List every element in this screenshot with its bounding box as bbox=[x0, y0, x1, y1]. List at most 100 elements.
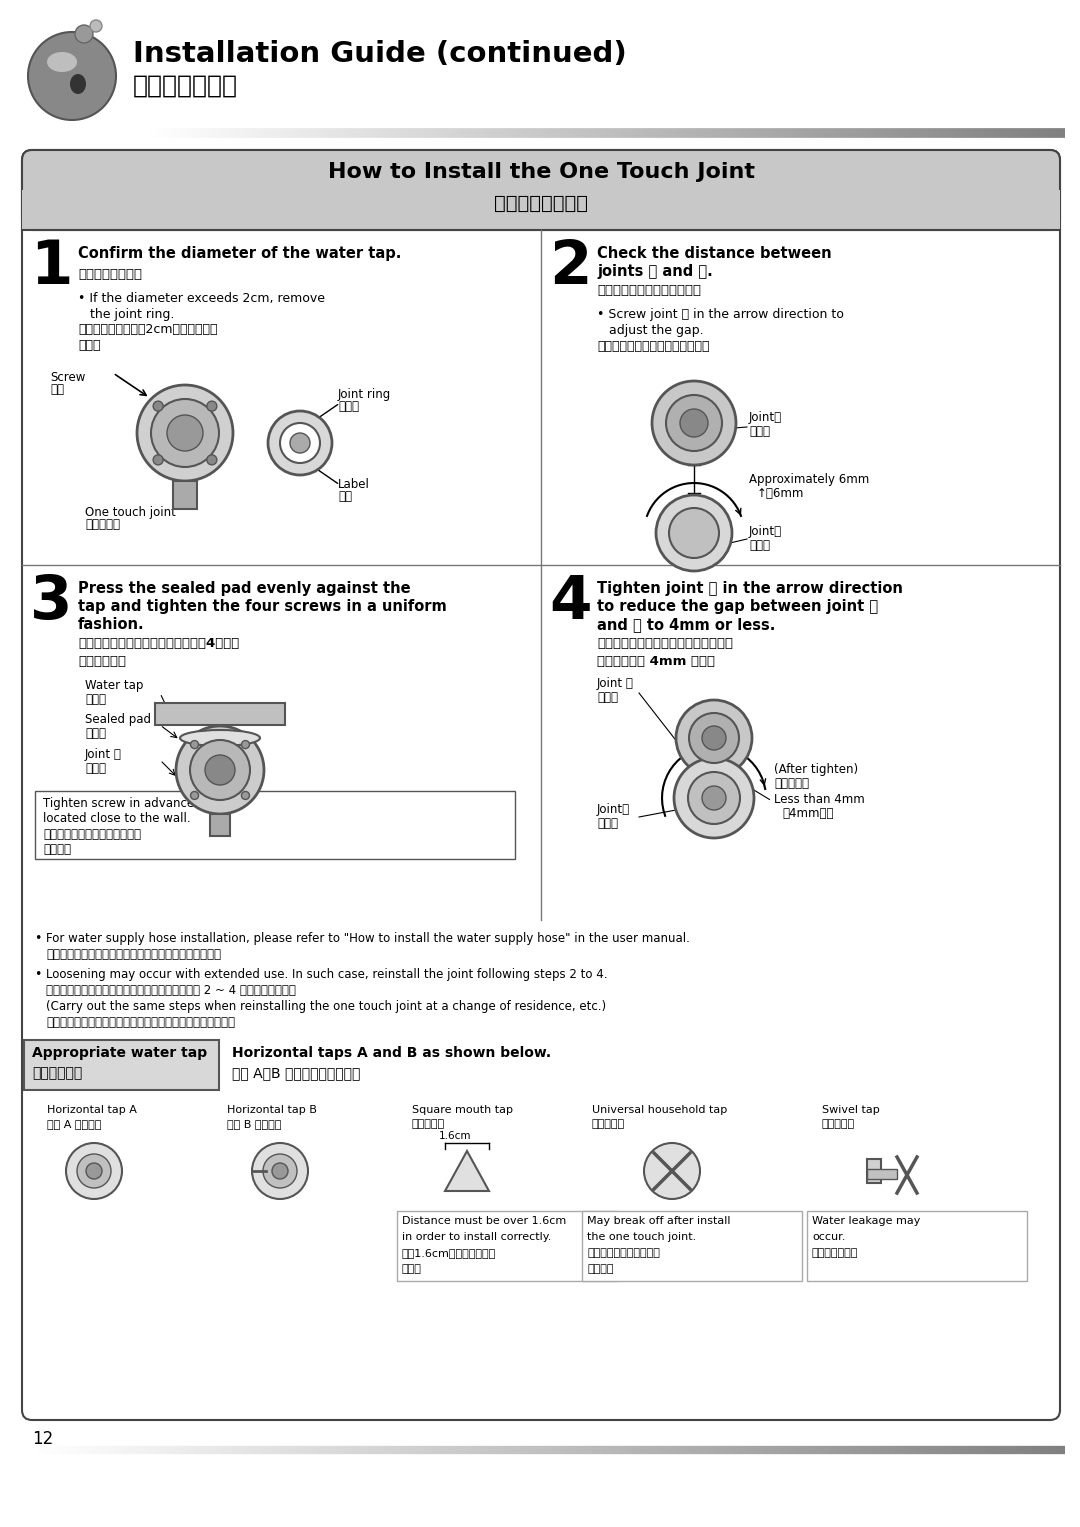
Text: 萬能水龍頭: 萬能水龍頭 bbox=[592, 1119, 625, 1128]
Text: 接頭Ⓑ: 接頭Ⓑ bbox=[85, 762, 106, 776]
Text: Distance must be over 1.6cm: Distance must be over 1.6cm bbox=[402, 1215, 566, 1226]
Text: 橫式 A、B 型水龍頭最為適宜。: 橫式 A、B 型水龍頭最為適宜。 bbox=[232, 1066, 361, 1080]
Text: 便捧連接器安裝後，可能: 便捧連接器安裝後，可能 bbox=[588, 1248, 660, 1258]
Text: （擰緊後）: （擰緊後） bbox=[774, 777, 809, 789]
Text: 便捧連接器: 便捧連接器 bbox=[85, 518, 120, 531]
Text: Joint Ⓑ: Joint Ⓑ bbox=[85, 748, 122, 760]
Text: Press the sealed pad evenly against the: Press the sealed pad evenly against the bbox=[78, 580, 410, 596]
Text: 若焃1.6cm以上的距離無法: 若焃1.6cm以上的距離無法 bbox=[402, 1248, 496, 1258]
Text: Installation Guide (continued): Installation Guide (continued) bbox=[133, 40, 626, 69]
Circle shape bbox=[167, 415, 203, 450]
Text: 靠近牆壁的螺釘，可預先用手搐: 靠近牆壁的螺釘，可預先用手搐 bbox=[43, 828, 141, 841]
Text: •: • bbox=[33, 968, 41, 980]
Bar bbox=[22, 189, 1059, 231]
Text: Joint ring: Joint ring bbox=[338, 388, 391, 402]
Circle shape bbox=[656, 495, 732, 571]
Text: 會脹落。: 會脹落。 bbox=[588, 1264, 613, 1274]
Text: 紏4mm以下: 紏4mm以下 bbox=[782, 806, 834, 820]
Ellipse shape bbox=[180, 730, 260, 747]
Text: 安裝指南（續）: 安裝指南（續） bbox=[133, 73, 238, 98]
Circle shape bbox=[176, 725, 264, 814]
Text: the joint ring.: the joint ring. bbox=[90, 308, 174, 321]
Bar bbox=[24, 1040, 219, 1090]
Text: Less than 4mm: Less than 4mm bbox=[774, 793, 865, 806]
Text: (Carry out the same steps when reinstalling the one touch joint at a change of r: (Carry out the same steps when reinstall… bbox=[46, 1000, 606, 1012]
Text: 螺釘: 螺釘 bbox=[50, 383, 64, 395]
Text: 標貼: 標貼 bbox=[338, 490, 352, 502]
Circle shape bbox=[688, 773, 740, 825]
Text: 水龍頭: 水龍頭 bbox=[85, 693, 106, 705]
Text: 接頭Ⓐ: 接頭Ⓐ bbox=[750, 425, 770, 438]
Circle shape bbox=[66, 1144, 122, 1199]
Text: Check the distance between: Check the distance between bbox=[597, 246, 832, 261]
Text: Joint Ⓐ: Joint Ⓐ bbox=[597, 676, 634, 690]
Circle shape bbox=[676, 699, 752, 776]
Text: 連接環: 連接環 bbox=[338, 400, 359, 412]
Circle shape bbox=[190, 791, 199, 800]
Circle shape bbox=[190, 741, 249, 800]
Text: 接頭Ⓐ: 接頭Ⓐ bbox=[597, 692, 618, 704]
Text: 接頭Ⓑ: 接頭Ⓑ bbox=[750, 539, 770, 551]
Text: 適用的水龍頭: 適用的水龍頭 bbox=[32, 1066, 82, 1080]
Text: Screw: Screw bbox=[50, 371, 85, 383]
Circle shape bbox=[291, 434, 310, 454]
Text: JointⒷ: JointⒷ bbox=[597, 803, 630, 815]
Text: Square mouth tap: Square mouth tap bbox=[411, 1106, 513, 1115]
Text: 供水管的安裝參閱使用說明書中「供水管的安裝」一章。: 供水管的安裝參閱使用說明書中「供水管的安裝」一章。 bbox=[46, 948, 221, 960]
Circle shape bbox=[652, 382, 735, 466]
Text: the one touch joint.: the one touch joint. bbox=[588, 1232, 697, 1241]
Text: JointⒷ: JointⒷ bbox=[750, 525, 782, 538]
Circle shape bbox=[669, 508, 719, 557]
Text: Appropriate water tap: Appropriate water tap bbox=[32, 1046, 207, 1060]
Text: Tighten screw in advance if it is: Tighten screw in advance if it is bbox=[43, 797, 230, 809]
Circle shape bbox=[666, 395, 723, 450]
Text: 4: 4 bbox=[549, 573, 592, 632]
Text: 有可能會漏水。: 有可能會漏水。 bbox=[812, 1248, 859, 1258]
Text: Water leakage may: Water leakage may bbox=[812, 1215, 920, 1226]
Bar bbox=[35, 791, 515, 860]
Text: JointⒶ: JointⒶ bbox=[750, 411, 782, 425]
Bar bbox=[156, 702, 285, 725]
Text: Confirm the diameter of the water tap.: Confirm the diameter of the water tap. bbox=[78, 246, 402, 261]
Circle shape bbox=[242, 741, 249, 748]
Text: Swivel tap: Swivel tap bbox=[822, 1106, 880, 1115]
Circle shape bbox=[680, 409, 708, 437]
Circle shape bbox=[207, 455, 217, 464]
Text: 橫式 A 型水龍頭: 橫式 A 型水龍頭 bbox=[48, 1119, 102, 1128]
Text: Loosening may occur with extended use. In such case, reinstall the joint followi: Loosening may occur with extended use. I… bbox=[46, 968, 607, 980]
Text: (After tighten): (After tighten) bbox=[774, 764, 859, 776]
Text: • Screw joint Ⓑ in the arrow direction to: • Screw joint Ⓑ in the arrow direction t… bbox=[597, 308, 843, 321]
Text: For water supply hose installation, please refer to "How to install the water su: For water supply hose installation, plea… bbox=[46, 931, 690, 945]
Circle shape bbox=[272, 1164, 288, 1179]
Text: May break off after install: May break off after install bbox=[588, 1215, 730, 1226]
Polygon shape bbox=[445, 1151, 489, 1191]
Text: • If the diameter exceeds 2cm, remove: • If the diameter exceeds 2cm, remove bbox=[78, 292, 325, 305]
Text: 橫式 B 型水龍頭: 橫式 B 型水龍頭 bbox=[227, 1119, 282, 1128]
Bar bbox=[582, 1211, 802, 1281]
Text: 1.6cm: 1.6cm bbox=[438, 1132, 472, 1141]
Circle shape bbox=[264, 1154, 297, 1188]
Circle shape bbox=[280, 423, 320, 463]
Ellipse shape bbox=[48, 52, 77, 72]
Text: to reduce the gap between joint Ⓐ: to reduce the gap between joint Ⓐ bbox=[597, 599, 878, 614]
Text: One touch joint: One touch joint bbox=[85, 505, 176, 519]
Text: Universal household tap: Universal household tap bbox=[592, 1106, 727, 1115]
Text: tap and tighten the four screws in a uniform: tap and tighten the four screws in a uni… bbox=[78, 599, 447, 614]
Text: 沿筭哤方向擰緊接頭Ⓑ，使接頭Ⓐ、Ⓑ: 沿筭哤方向擰緊接頭Ⓑ，使接頭Ⓐ、Ⓑ bbox=[597, 637, 733, 651]
Text: Horizontal taps A and B as shown below.: Horizontal taps A and B as shown below. bbox=[232, 1046, 551, 1060]
Text: Approximately 6mm: Approximately 6mm bbox=[750, 473, 869, 486]
Text: Label: Label bbox=[338, 478, 369, 492]
Bar bbox=[397, 1211, 617, 1281]
Text: fashion.: fashion. bbox=[78, 617, 145, 632]
Text: 均等地擰緊。: 均等地擰緊。 bbox=[78, 655, 126, 667]
Ellipse shape bbox=[70, 73, 86, 95]
Text: •: • bbox=[33, 931, 41, 945]
Text: adjust the gap.: adjust the gap. bbox=[609, 324, 704, 337]
Text: 確認接頭Ⓐ、Ⓑ之間的間隙。: 確認接頭Ⓐ、Ⓑ之間的間隙。 bbox=[597, 284, 701, 296]
Text: 沿筭哤方向旋轉接頭Ⓑ調整間隙。: 沿筭哤方向旋轉接頭Ⓑ調整間隙。 bbox=[597, 341, 710, 353]
Text: Horizontal tap B: Horizontal tap B bbox=[227, 1106, 316, 1115]
Circle shape bbox=[151, 399, 219, 467]
Text: 接頭Ⓑ: 接頭Ⓑ bbox=[597, 817, 618, 831]
Circle shape bbox=[75, 24, 93, 43]
Text: ↑紏6mm: ↑紏6mm bbox=[757, 487, 805, 499]
